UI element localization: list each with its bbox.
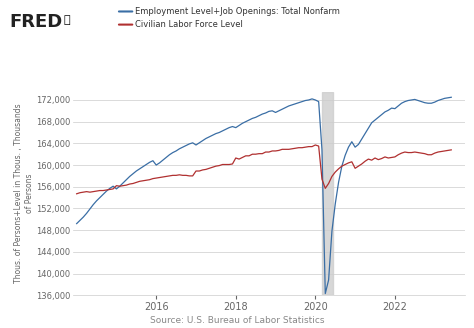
Text: 📈: 📈 [64,15,71,25]
Text: Employment Level+Job Openings: Total Nonfarm: Employment Level+Job Openings: Total Non… [135,7,340,16]
Y-axis label: Thous. of Persons+Level in Thous. , Thousands
of Persons: Thous. of Persons+Level in Thous. , Thou… [14,104,34,283]
Bar [322,92,333,295]
Text: FRED: FRED [9,13,63,31]
Text: Source: U.S. Bureau of Labor Statistics: Source: U.S. Bureau of Labor Statistics [150,316,324,325]
Text: Civilian Labor Force Level: Civilian Labor Force Level [135,20,243,29]
